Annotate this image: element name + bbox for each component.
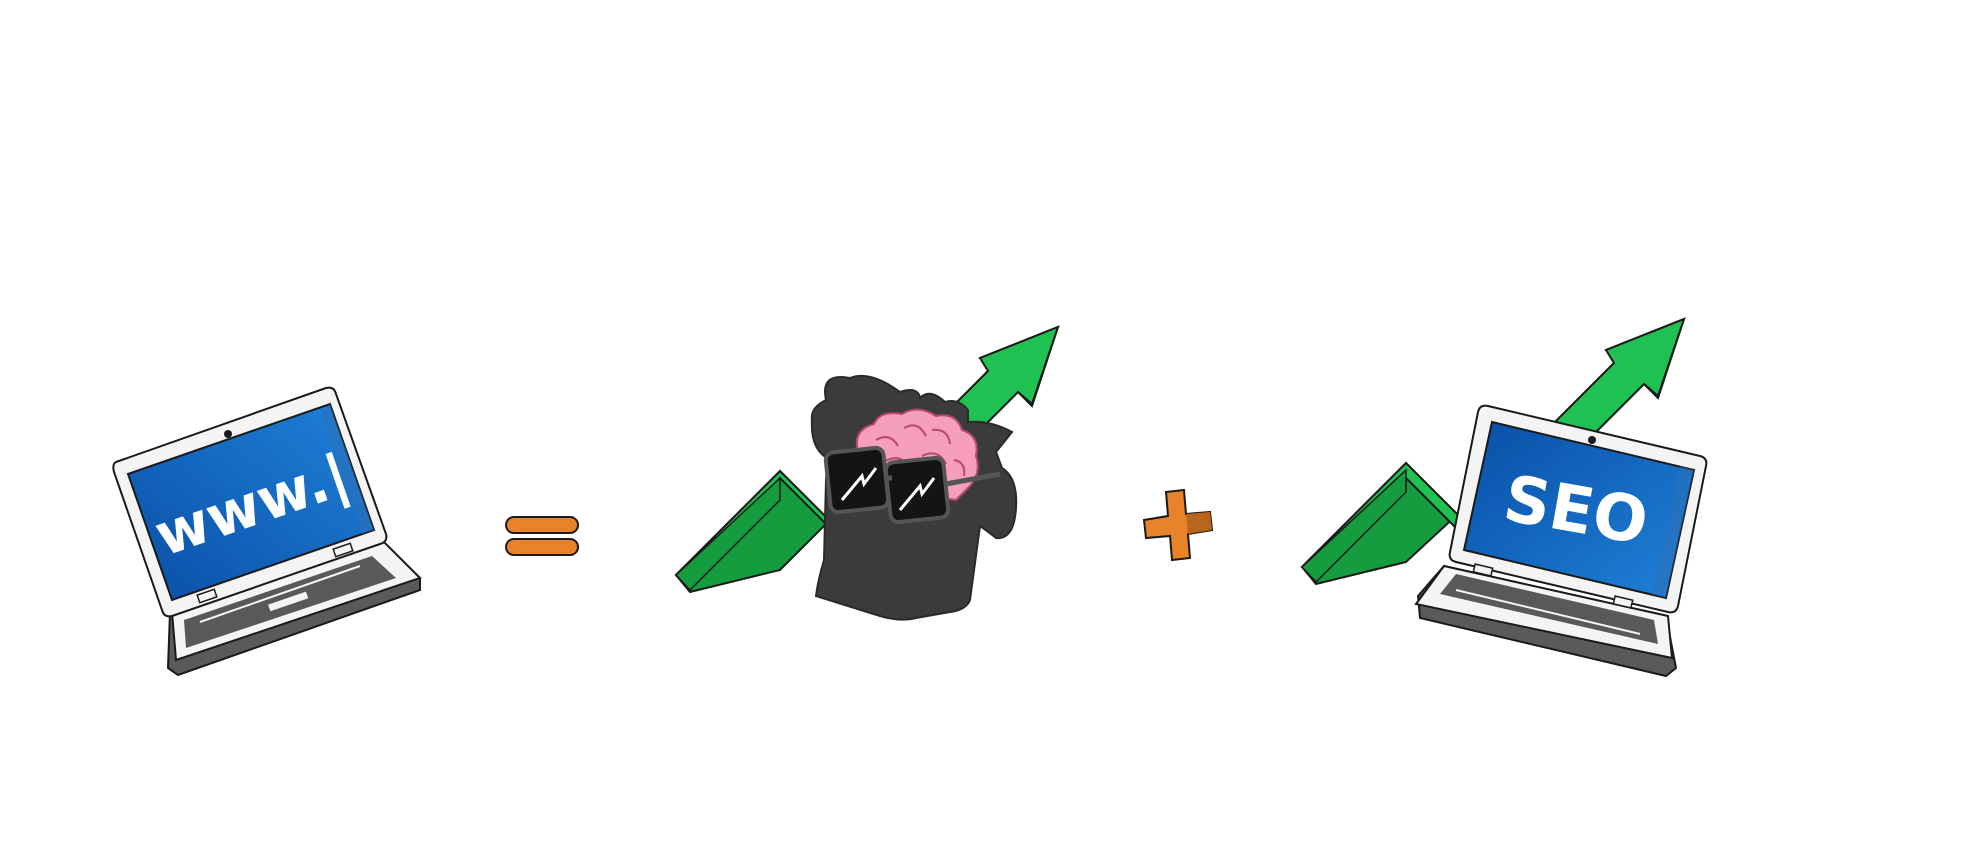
left-laptop-lid [112,386,388,618]
plus-icon [1142,488,1214,562]
left-laptop: www.| [112,386,422,677]
sunglasses-icon [823,445,1001,525]
equals-icon [505,516,579,556]
right-laptop-lid [1448,404,1708,614]
right-laptop-base [1414,564,1678,678]
brain-growth-group [674,325,1060,621]
left-laptop-base [166,538,422,677]
right-growth-laptop-group: SEO [1300,317,1708,678]
